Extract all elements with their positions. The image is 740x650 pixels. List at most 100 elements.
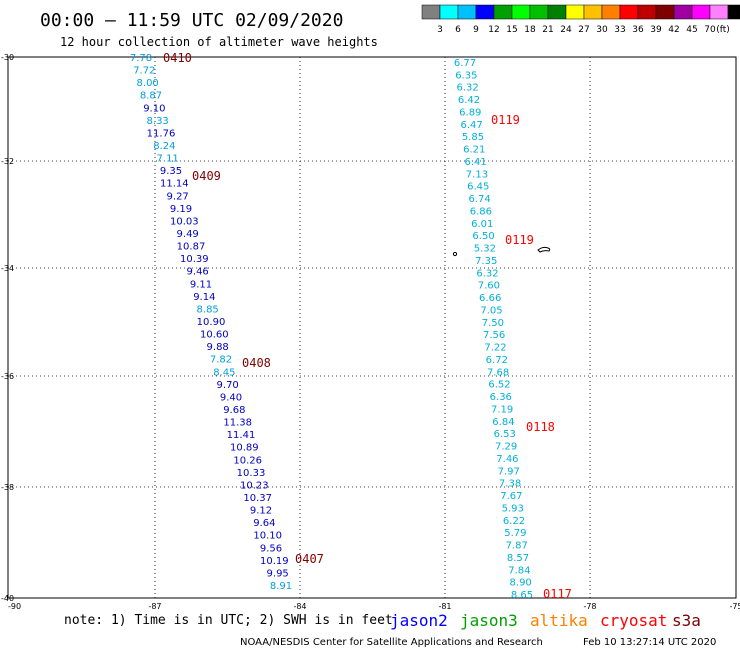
wave-height-value: 9.19 — [170, 204, 192, 215]
footer-note: note: 1) Time is in UTC; 2) SWH is in fe… — [64, 613, 393, 628]
wave-height-value: 6.84 — [492, 417, 514, 428]
legend-swatch — [709, 4, 729, 20]
legend-swatch — [655, 4, 675, 20]
wave-height-value: 10.10 — [253, 531, 282, 542]
wave-height-value: 9.12 — [250, 506, 272, 517]
wave-height-value: 9.64 — [253, 518, 275, 529]
wave-height-value: 6.01 — [471, 219, 493, 230]
legend-label: 12 — [488, 25, 499, 35]
page-subtitle: 12 hour collection of altimeter wave hei… — [60, 35, 378, 49]
wave-height-value: 10.60 — [200, 330, 229, 341]
pass-time-label: 0119 — [491, 113, 520, 127]
wave-height-value: 10.90 — [197, 317, 226, 328]
wave-height-value: 10.39 — [180, 254, 209, 265]
wave-height-value: 7.19 — [491, 404, 513, 415]
wave-height-value: 6.21 — [463, 145, 485, 156]
legend-swatch — [511, 4, 531, 20]
satellite-name: s3a — [672, 611, 701, 630]
legend-label: 6 — [455, 25, 461, 35]
wave-height-value: 7.60 — [478, 281, 500, 292]
wave-height-value: 8.57 — [507, 553, 529, 564]
pass-time-label: 0408 — [242, 356, 271, 370]
wave-height-value: 6.53 — [494, 429, 516, 440]
legend-swatch — [673, 4, 693, 20]
legend-label: 15 — [506, 25, 517, 35]
wave-height-value: 7.56 — [483, 330, 505, 341]
satellite-name: jason3 — [460, 611, 518, 630]
legend-label: 45 — [686, 25, 697, 35]
legend-label: (ft) — [716, 25, 730, 35]
time-labels: 0410 0409 0408 0407 0119 0119 0118 0117 — [163, 51, 572, 601]
wave-height-value: 8.24 — [153, 141, 175, 152]
y-tick-label: -36 — [1, 372, 14, 381]
wave-height-value: 8.85 — [197, 304, 219, 315]
wave-height-value: 9.27 — [167, 191, 189, 202]
wave-height-value: 6.86 — [470, 206, 492, 217]
pass-time-label: 0409 — [192, 169, 221, 183]
wave-height-value: 9.10 — [143, 103, 165, 114]
wave-height-value: 6.52 — [488, 380, 510, 391]
wave-height-value: 7.67 — [500, 491, 522, 502]
wave-height-value: 6.32 — [457, 83, 479, 94]
wave-height-value: 10.19 — [260, 556, 289, 567]
x-tick-label: -81 — [438, 602, 451, 611]
wave-height-value: 5.79 — [504, 528, 526, 539]
footer-credit: NOAA/NESDIS Center for Satellite Applica… — [240, 637, 543, 648]
pass-time-label: 0407 — [295, 552, 324, 566]
wave-height-value: 8.91 — [270, 581, 292, 592]
wave-height-value: 11.38 — [223, 418, 252, 429]
wave-height-value: 7.68 — [487, 367, 509, 378]
wave-height-value: 7.84 — [508, 565, 530, 576]
wave-height-value: 10.87 — [177, 242, 206, 253]
wave-height-value: 9.46 — [187, 267, 209, 278]
satellite-name: jason2 — [390, 611, 448, 630]
wave-height-value: 7.22 — [484, 343, 506, 354]
wave-height-value: 9.88 — [207, 342, 229, 353]
wave-height-value: 8.87 — [140, 91, 162, 102]
wave-height-value: 6.89 — [459, 107, 481, 118]
legend-swatch — [529, 4, 549, 20]
legend-label: 36 — [632, 25, 644, 35]
grid-lines — [8, 57, 736, 598]
pass-time-label: 0410 — [163, 51, 192, 65]
wave-height-value: 7.29 — [495, 442, 517, 453]
wave-height-value: 8.33 — [147, 116, 169, 127]
legend-swatch — [475, 4, 495, 20]
wave-height-value: 9.70 — [217, 380, 239, 391]
wave-height-value: 9.49 — [177, 229, 199, 240]
wave-height-value: 10.37 — [243, 493, 272, 504]
legend-label: 70 — [704, 25, 716, 35]
y-tick-label: -40 — [1, 594, 14, 603]
wave-height-value: 6.32 — [476, 268, 498, 279]
wave-height-value: 5.85 — [462, 132, 484, 143]
pass-time-label: 0117 — [543, 587, 572, 601]
wave-height-value: 8.65 — [511, 590, 533, 601]
wave-height-value: 6.77 — [454, 58, 476, 69]
legend-swatch — [727, 4, 740, 20]
wave-height-value: 7.13 — [466, 169, 488, 180]
legend-label: 27 — [578, 25, 589, 35]
wave-height-value: 9.95 — [267, 568, 289, 579]
legend-swatch — [619, 4, 639, 20]
wave-height-value: 6.47 — [460, 120, 482, 131]
axis-ticks: -30 -32 -34 -36 -38 -40-90 -87 -84 -81 -78 -75 — [1, 53, 740, 611]
legend-label: 9 — [473, 25, 479, 35]
legend-swatch — [421, 4, 441, 20]
wave-height-value: 9.56 — [260, 543, 282, 554]
wave-height-value: 10.23 — [240, 480, 269, 491]
x-tick-label: -84 — [293, 602, 306, 611]
legend-label: 3 — [437, 25, 443, 35]
page-title: 00:00 – 11:59 UTC 02/09/2020 — [40, 10, 343, 31]
legend-swatch — [547, 4, 567, 20]
wave-height-value: 6.45 — [467, 182, 489, 193]
wave-height-value: 6.22 — [503, 516, 525, 527]
wave-height-value: 6.36 — [490, 392, 512, 403]
wave-height-value: 11.14 — [160, 179, 189, 190]
legend-label: 21 — [542, 25, 553, 35]
wave-height-value: 6.41 — [464, 157, 486, 168]
wave-height-value: 5.32 — [474, 244, 496, 255]
legend-label: 24 — [560, 25, 572, 35]
legend-label: 39 — [650, 25, 662, 35]
footer-timestamp: Feb 10 13:27:14 UTC 2020 — [583, 637, 716, 648]
legend-swatch — [583, 4, 603, 20]
